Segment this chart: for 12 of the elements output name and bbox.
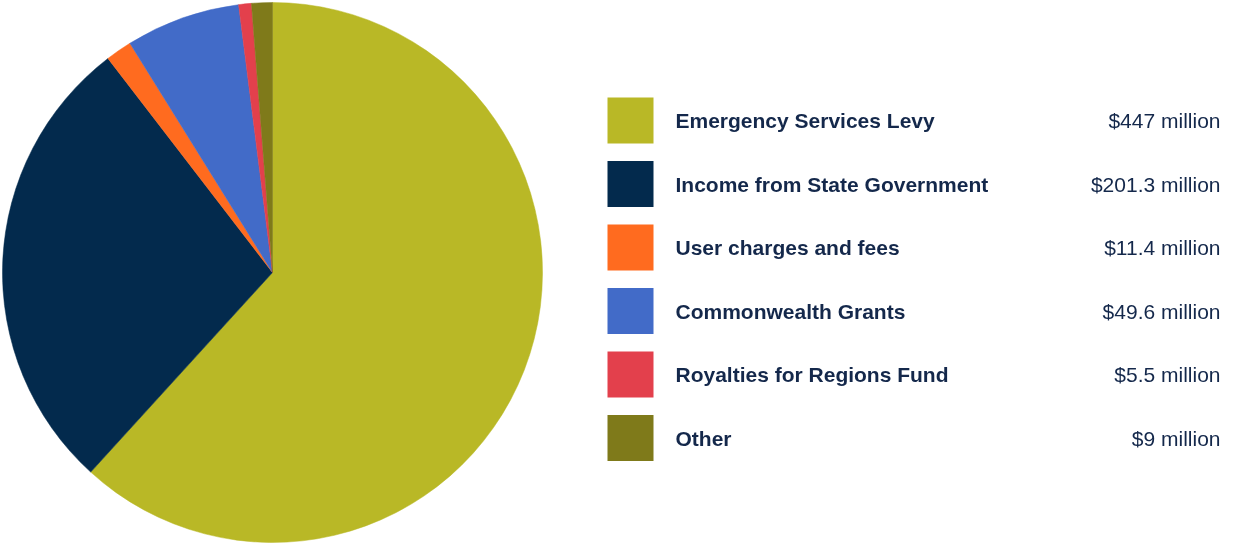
legend-label: Royalties for Regions Fund (675, 363, 949, 386)
data-label: $9 million (1131, 426, 1221, 450)
legend-label: User charges and fees (675, 236, 900, 259)
legend-label: Emergency Services Levy (675, 109, 935, 132)
data-label: $49.6 million (1102, 299, 1221, 323)
legend-label: Other (675, 426, 732, 450)
data-label: $447 million (1108, 109, 1221, 132)
data-label: $11.4 million (1104, 236, 1221, 259)
data-label: $5.5 million (1114, 363, 1221, 386)
legend-label: Income from State Government (675, 172, 989, 196)
data-label: $201.3 million (1090, 172, 1221, 196)
legend-label: Commonwealth Grants (675, 299, 906, 323)
